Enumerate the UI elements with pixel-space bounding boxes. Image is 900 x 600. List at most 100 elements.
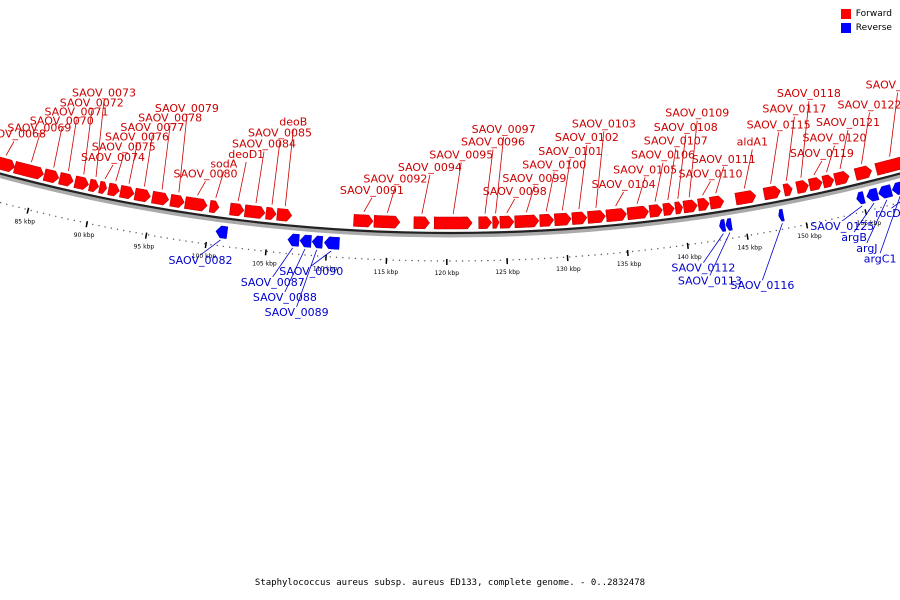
gene-arrow[interactable] — [73, 175, 90, 190]
gene-arrow[interactable] — [571, 211, 588, 225]
gene-arrow[interactable] — [215, 225, 229, 239]
scale-dot — [285, 252, 287, 255]
gene-arrow[interactable] — [353, 214, 374, 228]
scale-tick-label: 150 kbp — [797, 233, 822, 240]
scale-dot — [719, 239, 721, 241]
gene-arrow[interactable] — [265, 206, 277, 220]
gene-arrow[interactable] — [587, 210, 606, 224]
leader-line — [762, 223, 783, 281]
scale-dot — [474, 260, 476, 262]
gene-arrow[interactable] — [891, 181, 900, 195]
gene-arrow[interactable] — [795, 180, 809, 194]
gene-arrow[interactable] — [709, 195, 725, 210]
leader-line — [654, 162, 664, 202]
scale-dot — [732, 237, 734, 239]
scale-tick-label: 85 kbp — [14, 218, 35, 225]
gene-arrow[interactable] — [853, 165, 873, 181]
scale-dot — [430, 260, 432, 262]
gene-arrow[interactable] — [229, 202, 245, 217]
gene-arrow[interactable] — [42, 168, 60, 184]
gene-arrow[interactable] — [734, 190, 757, 206]
leader-line — [128, 144, 138, 184]
gene-arrow[interactable] — [373, 215, 401, 229]
gene-arrow[interactable] — [782, 183, 793, 197]
reverse-swatch — [840, 23, 851, 33]
leader-line — [255, 151, 265, 204]
gene-arrow[interactable] — [492, 216, 500, 229]
gene-label: SAOV_0069 — [7, 122, 71, 135]
gene-arrow[interactable] — [878, 184, 894, 199]
gene-arrow[interactable] — [311, 235, 324, 249]
scale-dot — [241, 248, 243, 250]
gene-arrow[interactable] — [539, 213, 555, 227]
gene-arrow[interactable] — [821, 174, 835, 189]
gene-arrow[interactable] — [833, 171, 850, 186]
gene-label: SAOV_0092 — [363, 172, 427, 185]
scale-dot — [123, 229, 125, 232]
gene-arrow[interactable] — [276, 208, 293, 222]
gene-arrow[interactable] — [119, 185, 135, 200]
gene-arrow[interactable] — [413, 216, 430, 230]
leader-line — [743, 149, 753, 189]
gene-arrow[interactable] — [697, 197, 710, 212]
scale-dot — [461, 260, 464, 262]
gene-arrow[interactable] — [626, 205, 650, 221]
gene-arrow[interactable] — [648, 204, 663, 218]
gene-arrow[interactable] — [553, 212, 572, 227]
gene-arrow[interactable] — [725, 218, 733, 231]
gene-arrow[interactable] — [323, 236, 340, 250]
scale-dot — [179, 239, 181, 241]
scale-dot — [342, 257, 344, 259]
gene-arrow[interactable] — [762, 185, 781, 201]
gene-arrow[interactable] — [874, 156, 900, 176]
scale-dot — [279, 252, 281, 254]
forward-swatch — [840, 9, 851, 19]
gene-arrow[interactable] — [478, 216, 493, 230]
gene-arrow[interactable] — [499, 215, 515, 229]
gene-arrow[interactable] — [0, 155, 16, 173]
gene-arrow[interactable] — [605, 208, 627, 223]
gene-label: SAOV_0103 — [572, 117, 636, 130]
gene-label: SAOV_0095 — [429, 149, 493, 162]
gene-arrow[interactable] — [133, 187, 151, 203]
scale-dot — [304, 254, 306, 256]
gene-arrow[interactable] — [208, 200, 220, 214]
leader-line — [237, 161, 247, 201]
gene-label: SAOV_0108 — [654, 121, 718, 134]
gene-arrow[interactable] — [719, 219, 727, 232]
scale-dot — [769, 231, 771, 233]
scale-dot — [694, 243, 696, 245]
leader-line — [770, 132, 779, 184]
gene-arrow[interactable] — [58, 172, 74, 187]
scale-dot — [247, 248, 250, 251]
scale-dot — [329, 256, 331, 258]
gene-arrow[interactable] — [856, 191, 866, 205]
scale-tick — [805, 222, 809, 229]
scale-dot — [775, 229, 777, 232]
gene-arrow[interactable] — [184, 196, 208, 212]
gene-arrow[interactable] — [151, 190, 170, 206]
gene-arrow[interactable] — [778, 208, 785, 222]
scale-dot — [36, 211, 38, 213]
gene-arrow[interactable] — [433, 216, 473, 230]
scale-dot — [361, 258, 363, 260]
gene-arrow[interactable] — [682, 199, 698, 214]
scale-dot — [700, 242, 703, 244]
gene-arrow[interactable] — [98, 180, 108, 194]
gene-arrow[interactable] — [12, 160, 44, 180]
scale-dot — [185, 240, 187, 242]
gene-arrow[interactable] — [514, 214, 540, 229]
gene-arrow[interactable] — [866, 187, 880, 202]
scale-dot — [67, 218, 69, 220]
gene-arrow[interactable] — [662, 202, 675, 216]
gene-arrow[interactable] — [807, 177, 823, 192]
gene-arrow[interactable] — [299, 234, 312, 248]
gene-arrow[interactable] — [87, 178, 99, 193]
gene-arrow[interactable] — [287, 233, 300, 247]
gene-arrow[interactable] — [169, 194, 185, 208]
gene-arrow[interactable] — [107, 182, 120, 197]
scale-dot — [291, 253, 294, 255]
gene-arrow[interactable] — [674, 201, 683, 215]
gene-arrow[interactable] — [243, 204, 266, 219]
